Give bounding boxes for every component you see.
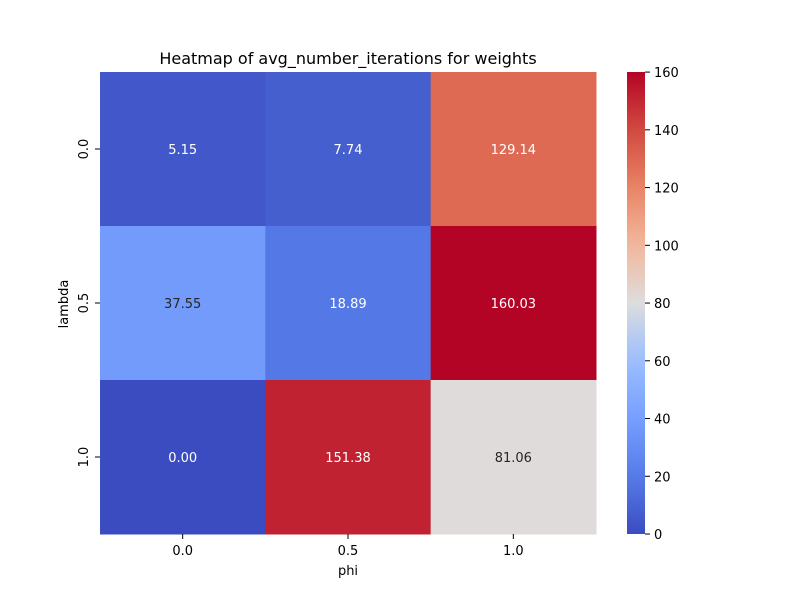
- heatmap-cell: [265, 380, 432, 535]
- cell-value-label: 7.74: [334, 143, 363, 158]
- cell-value-label: 18.89: [329, 297, 366, 312]
- colorbar-tick-label: 60: [654, 355, 671, 370]
- chart-title: Heatmap of avg_number_iterations for wei…: [159, 49, 536, 69]
- colorbar-tick-label: 160: [654, 66, 679, 81]
- x-tick-label: 1.0: [503, 544, 524, 559]
- cell-value-label: 37.55: [164, 297, 201, 312]
- colorbar-tick-label: 40: [654, 413, 671, 428]
- heatmap-cell: [100, 226, 266, 381]
- colorbar-tick-label: 80: [654, 297, 671, 312]
- heatmap-cells: 5.15 7.74 129.14 37.55 18.89 160.03 0.00 151.38…: [100, 72, 597, 535]
- x-axis-label: phi: [338, 564, 358, 579]
- heatmap-cell: [265, 226, 432, 381]
- heatmap-cell: [430, 226, 597, 381]
- heatmap-cell: [265, 72, 432, 227]
- colorbar-tick-label: 0: [654, 528, 662, 543]
- cell-value-label: 160.03: [491, 297, 537, 312]
- colorbar: 0 20 40 60 80 100 120 140 160: [627, 66, 679, 543]
- y-axis-ticks: 0.0 0.5 1.0: [77, 139, 100, 468]
- cell-value-label: 0.00: [168, 451, 197, 466]
- cell-value-label: 151.38: [325, 451, 371, 466]
- x-tick-label: 0.5: [338, 544, 359, 559]
- x-axis-ticks: 0.0 0.5 1.0: [172, 534, 524, 559]
- x-tick-label: 0.0: [172, 544, 193, 559]
- colorbar-tick-label: 20: [654, 470, 671, 485]
- y-axis-label: lambda: [57, 280, 72, 329]
- cell-value-label: 129.14: [491, 143, 537, 158]
- heatmap-cell: [430, 380, 597, 535]
- heatmap-cell: [100, 72, 266, 227]
- y-tick-label: 0.5: [77, 293, 92, 314]
- colorbar-tick-label: 120: [654, 182, 679, 197]
- heatmap-cell: [430, 72, 597, 227]
- y-tick-label: 1.0: [77, 447, 92, 468]
- cell-value-label: 5.15: [168, 143, 197, 158]
- cell-value-label: 81.06: [495, 451, 532, 466]
- heatmap-cell: [100, 380, 266, 535]
- y-tick-label: 0.0: [77, 139, 92, 160]
- colorbar-gradient: [627, 72, 645, 534]
- colorbar-tick-label: 100: [654, 239, 679, 254]
- colorbar-tick-label: 140: [654, 124, 679, 139]
